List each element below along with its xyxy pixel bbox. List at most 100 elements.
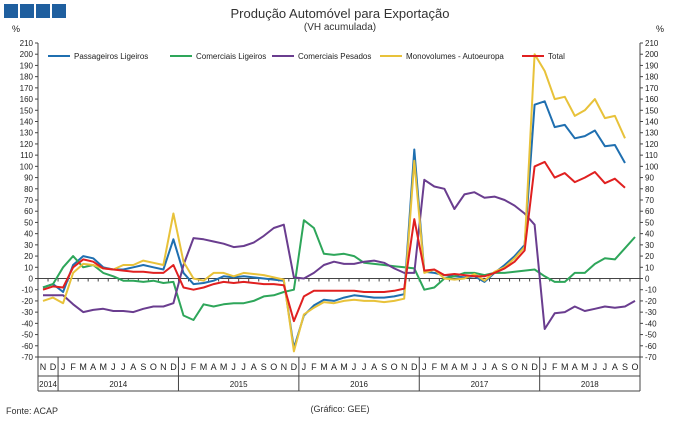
y-tick-label-right: -70 [645, 353, 657, 362]
year-label: 2017 [471, 380, 489, 389]
month-label: J [111, 362, 116, 372]
y-tick-label-left: 130 [20, 129, 34, 138]
month-label: J [121, 362, 126, 372]
month-label: N [281, 362, 288, 372]
month-label: M [461, 362, 469, 372]
y-tick-label-left: 110 [20, 151, 33, 160]
legend: Passageiros Ligeiros Comerciais Ligeiros C… [48, 52, 565, 61]
legend-label: Comerciais Pesados [298, 52, 371, 61]
month-label: M [340, 362, 348, 372]
month-label: J [231, 362, 236, 372]
y-tick-label-left: -60 [21, 342, 33, 351]
y-tick-label-left: 190 [20, 61, 34, 70]
month-label: J [362, 362, 367, 372]
month-label: M [200, 362, 208, 372]
y-tick-label-left: 40 [24, 230, 33, 239]
month-label: J [422, 362, 427, 372]
legend-label: Total [548, 52, 565, 61]
month-label: O [150, 362, 157, 372]
month-label: D [50, 362, 57, 372]
legend-label: Monovolumes - Autoeuropa [406, 52, 504, 61]
y-tick-label-left: 0 [29, 275, 34, 284]
series-line [43, 178, 636, 330]
y-tick-label-right: 150 [645, 106, 659, 115]
chart-title: Produção Automóvel para Exportação [230, 6, 450, 21]
month-label: O [391, 362, 398, 372]
year-label: 2018 [581, 380, 599, 389]
logo-square [52, 4, 66, 18]
y-tick-label-right: 160 [645, 95, 659, 104]
y-tick-label-left: -20 [21, 297, 33, 306]
month-label: M [99, 362, 107, 372]
year-label: 2014 [109, 380, 127, 389]
month-label: S [261, 362, 267, 372]
y-tick-label-right: 80 [645, 185, 654, 194]
month-label: M [79, 362, 87, 372]
y-axis-unit-left: % [12, 24, 20, 34]
y-tick-label-left: 160 [20, 95, 34, 104]
month-label: N [40, 362, 47, 372]
month-label: F [432, 362, 438, 372]
month-label: D [411, 362, 418, 372]
series-line [42, 160, 626, 323]
y-tick-label-right: 40 [645, 230, 654, 239]
month-label: A [492, 362, 498, 372]
y-tick-label-right: 130 [645, 129, 659, 138]
y-tick-label-right: -50 [645, 331, 657, 340]
month-label: A [451, 362, 457, 372]
y-tick-label-left: -10 [21, 286, 33, 295]
y-tick-label-right: -10 [645, 286, 657, 295]
month-label: N [401, 362, 408, 372]
y-tick-label-right: 70 [645, 196, 654, 205]
y-axis-unit-right: % [656, 24, 664, 34]
month-label: A [130, 362, 136, 372]
month-label: J [302, 362, 307, 372]
y-tick-label-left: 30 [24, 241, 33, 250]
y-tick-label-right: 170 [645, 84, 659, 93]
y-tick-label-right: 60 [645, 207, 654, 216]
y-tick-label-right: 100 [645, 162, 659, 171]
month-label: J [472, 362, 477, 372]
source-note: Fonte: ACAP [6, 406, 59, 416]
y-tick-label-right: 140 [645, 118, 659, 127]
month-label: D [291, 362, 298, 372]
chart-credit: (Gráfico: GEE) [310, 404, 370, 414]
month-label: A [251, 362, 257, 372]
axes: % % -70 -70 -60 -60 -50 -50 -40 -40 -30 -30 -20 -20 -1… [12, 24, 664, 392]
month-label: A [612, 362, 618, 372]
month-label: J [593, 362, 598, 372]
month-label: J [352, 362, 357, 372]
series-lines [42, 53, 636, 353]
y-tick-label-right: 0 [645, 275, 650, 284]
month-label: O [631, 362, 638, 372]
y-tick-label-right: -60 [645, 342, 657, 351]
year-label: 2014 [39, 380, 57, 389]
month-label: M [220, 362, 228, 372]
month-label: M [561, 362, 569, 372]
y-tick-label-left: 60 [24, 207, 33, 216]
month-label: J [603, 362, 608, 372]
y-tick-label-left: 90 [24, 174, 33, 183]
y-tick-label-left: 100 [20, 162, 34, 171]
month-label: J [61, 362, 66, 372]
month-label: J [542, 362, 547, 372]
y-tick-label-right: 30 [645, 241, 654, 250]
y-tick-label-right: 10 [645, 263, 654, 272]
y-tick-label-right: 50 [645, 218, 654, 227]
month-label: A [572, 362, 578, 372]
month-label: S [381, 362, 387, 372]
month-label: J [241, 362, 246, 372]
y-tick-label-right: 120 [645, 140, 659, 149]
y-tick-label-right: 90 [645, 174, 654, 183]
month-label: F [552, 362, 558, 372]
y-tick-label-right: -40 [645, 319, 657, 328]
y-tick-label-right: 210 [645, 39, 659, 48]
month-label: M [320, 362, 328, 372]
month-label: A [371, 362, 377, 372]
y-tick-label-left: -30 [21, 308, 33, 317]
chart-subtitle: (VH acumulada) [303, 22, 377, 33]
year-label: 2016 [350, 380, 368, 389]
month-label: M [581, 362, 589, 372]
month-label: D [170, 362, 177, 372]
